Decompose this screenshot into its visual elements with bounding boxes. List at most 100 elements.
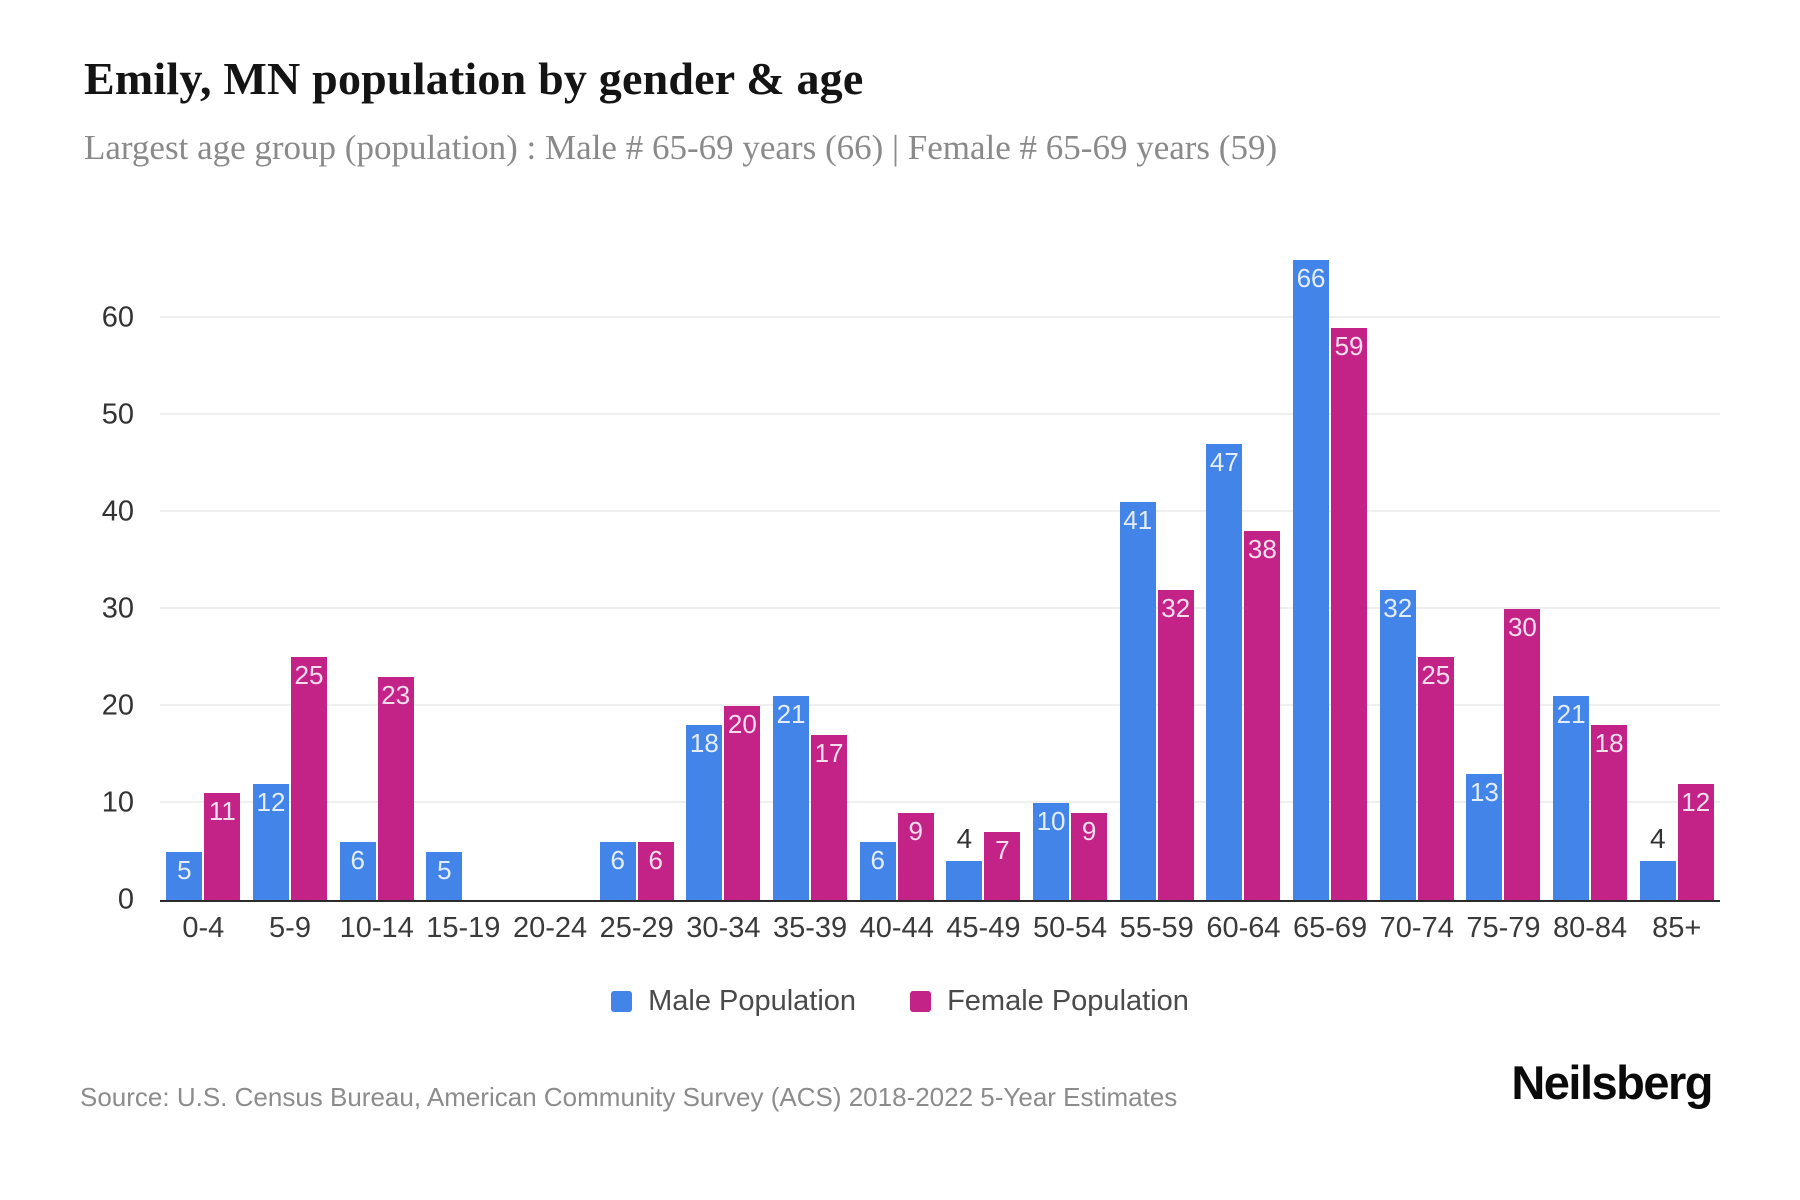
bar-group-20-24: [507, 250, 594, 900]
bar-female-55-59[interactable]: 32: [1157, 589, 1194, 900]
bar-group-5-9: 12 25: [247, 250, 334, 900]
bar-male-60-64[interactable]: 47: [1206, 444, 1243, 900]
bar-male-45-49[interactable]: 4: [946, 825, 983, 900]
bar-value-label: 11: [208, 796, 236, 827]
y-tick-label-60: 60: [101, 301, 134, 334]
x-tick-label-65-69: 65-69: [1292, 912, 1368, 944]
bar-value-label: 5: [177, 854, 192, 885]
bar-value-label: 32: [1161, 592, 1191, 623]
bar-value-label: 38: [1247, 534, 1277, 565]
gridline-60: [160, 315, 1720, 318]
gridline-30: [160, 606, 1720, 609]
bar-value-label: 47: [1209, 447, 1239, 478]
bar-male-75-79[interactable]: 13: [1466, 773, 1503, 900]
bar-group-60-64: 47 38: [1200, 250, 1287, 900]
legend-item-male[interactable]: Male Population: [611, 985, 856, 1018]
bar-female-65-69[interactable]: 59: [1331, 327, 1368, 900]
bar-series: 5 11 12 25 6 23 5 6 6 18 20 21 17 6 9 4 7 10 9 41 32 47 38 66 59…: [160, 250, 1720, 900]
x-axis-line: [160, 900, 1720, 902]
bar-female-25-29[interactable]: 6: [637, 841, 674, 900]
bar-value-label: 32: [1383, 592, 1413, 623]
bar-male-70-74[interactable]: 32: [1379, 589, 1416, 900]
bar-male-10-14[interactable]: 6: [339, 841, 376, 900]
bar-value-label: 5: [437, 854, 452, 885]
bar-value-label: 21: [776, 699, 806, 730]
bar-group-10-14: 6 23: [333, 250, 420, 900]
legend-label-female: Female Population: [947, 985, 1189, 1017]
bar-male-80-84[interactable]: 21: [1553, 696, 1590, 900]
bar-value-label: 18: [1594, 728, 1624, 759]
bar-male-50-54[interactable]: 10: [1033, 803, 1070, 900]
bar-female-0-4[interactable]: 11: [204, 793, 241, 900]
bar-value-label: 6: [648, 844, 663, 875]
bar-value-label: 4: [956, 823, 973, 855]
bar-value-label: 9: [908, 815, 923, 846]
bar-female-40-44[interactable]: 9: [897, 812, 934, 900]
chart-subtitle: Largest age group (population) : Male # …: [84, 128, 1278, 167]
x-tick-label-20-24: 20-24: [512, 912, 588, 944]
x-tick-label-85-: 85+: [1652, 912, 1702, 944]
bar-group-35-39: 21 17: [767, 250, 854, 900]
legend-swatch-female-icon: [910, 991, 932, 1012]
gridline-50: [160, 412, 1720, 415]
bar-male-0-4[interactable]: 5: [166, 851, 203, 900]
bar-male-25-29[interactable]: 6: [599, 841, 636, 900]
bar-male-65-69[interactable]: 66: [1293, 259, 1330, 900]
y-tick-label-10: 10: [101, 786, 134, 819]
chart-title: Emily, MN population by gender & age: [84, 53, 864, 104]
bar-value-label: 7: [995, 835, 1010, 866]
bar-group-30-34: 18 20: [680, 250, 767, 900]
bar-value-label: 12: [1681, 786, 1711, 817]
bar-male-35-39[interactable]: 21: [773, 696, 810, 900]
bar-group-65-69: 66 59: [1287, 250, 1374, 900]
bar-male-40-44[interactable]: 6: [859, 841, 896, 900]
bar-group-75-79: 13 30: [1460, 250, 1547, 900]
bar-male-15-19[interactable]: 5: [426, 851, 463, 900]
y-tick-label-20: 20: [101, 689, 134, 722]
y-axis: 0 10 20 30 40 50 60: [14, 250, 134, 914]
x-tick-label-55-59: 55-59: [1119, 912, 1194, 944]
bar-male-55-59[interactable]: 41: [1119, 502, 1156, 900]
y-tick-label-0: 0: [117, 883, 134, 916]
bar-value-label: 12: [256, 786, 286, 817]
bar-male-85-[interactable]: 4: [1639, 825, 1676, 900]
bar-male-30-34[interactable]: 18: [686, 725, 723, 900]
bar-value-label: 18: [689, 728, 719, 759]
x-tick-label-45-49: 45-49: [946, 912, 1021, 944]
bar-value-label: 6: [350, 844, 365, 875]
bar-female-50-54[interactable]: 9: [1071, 812, 1108, 900]
bar-value-label: 13: [1469, 776, 1499, 807]
bar-value-label: 25: [294, 660, 324, 691]
bar-group-70-74: 32 25: [1373, 250, 1460, 900]
bar-value-label: 59: [1334, 330, 1364, 361]
bar-female-35-39[interactable]: 17: [811, 735, 848, 900]
x-tick-label-75-79: 75-79: [1466, 912, 1541, 944]
x-tick-label-35-39: 35-39: [772, 912, 848, 944]
x-tick-label-40-44: 40-44: [859, 912, 934, 944]
bar-value-label: 9: [1081, 815, 1097, 846]
bar-value-label: 20: [727, 708, 757, 739]
bar-group-55-59: 41 32: [1113, 250, 1200, 900]
bar-value-label: 4: [1649, 823, 1666, 855]
bar-male-5-9[interactable]: 12: [253, 783, 289, 900]
bar-female-85-[interactable]: 12: [1677, 783, 1714, 900]
legend: Male Population Female Population: [0, 985, 1800, 1018]
bar-value-label: 17: [814, 738, 844, 769]
bar-female-30-34[interactable]: 20: [724, 705, 761, 900]
legend-swatch-male-icon: [611, 991, 633, 1012]
bar-female-70-74[interactable]: 25: [1417, 657, 1454, 900]
legend-label-male: Male Population: [648, 985, 857, 1017]
bar-female-5-9[interactable]: 25: [291, 657, 327, 900]
bar-value-label: 23: [381, 679, 411, 710]
x-tick-label-10-14: 10-14: [339, 912, 414, 944]
bar-female-80-84[interactable]: 18: [1591, 725, 1628, 900]
bar-female-10-14[interactable]: 23: [377, 676, 414, 900]
bar-group-85-: 4 12: [1633, 250, 1720, 900]
legend-item-female[interactable]: Female Population: [910, 985, 1189, 1018]
bar-female-45-49[interactable]: 7: [984, 832, 1021, 900]
bar-female-75-79[interactable]: 30: [1504, 608, 1541, 900]
bar-female-60-64[interactable]: 38: [1244, 531, 1281, 900]
